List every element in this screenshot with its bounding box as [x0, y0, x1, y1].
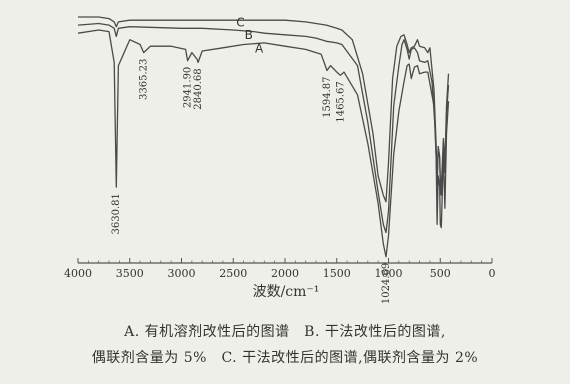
curve-label-a: A	[255, 42, 264, 56]
caption-line-2: 偶联剂含量为 5% C. 干法改性后的图谱,偶联剂含量为 2%	[91, 350, 479, 366]
x-tick-label-500: 500	[430, 267, 451, 280]
peak-label: 2941.90	[183, 67, 194, 108]
peak-label: 2840.68	[193, 68, 204, 109]
peak-label: 3365.23	[139, 59, 150, 100]
peak-label: 1594.87	[322, 77, 333, 118]
x-tick-label-2000: 2000	[271, 267, 299, 280]
x-tick-label-3500: 3500	[116, 267, 144, 280]
x-tick-label-1500: 1500	[323, 267, 351, 280]
x-axis-label: 波数/cm⁻¹	[253, 284, 320, 300]
x-tick-label-4000: 4000	[64, 267, 92, 280]
x-tick-label-2500: 2500	[219, 267, 247, 280]
x-tick-label-0: 0	[489, 267, 496, 280]
ir-spectrum-chart: 3630.81 3365.23 2941.90 2840.68 1594.87 1465.…	[64, 15, 496, 305]
spectrum-curve-c	[78, 16, 450, 203]
x-axis: 4000 3500 3000 2500 2000 1500 1000 500 0	[64, 258, 496, 280]
curve-labels: ABC	[236, 15, 264, 55]
peak-label: 1465.67	[335, 81, 346, 122]
curve-label-c: C	[236, 15, 244, 29]
peak-labels: 3630.81 3365.23 2941.90 2840.68 1594.87 1465.…	[111, 59, 392, 305]
x-tick-label-3000: 3000	[168, 267, 196, 280]
curve-label-b: B	[245, 28, 253, 42]
spectrum-curve-a	[77, 29, 450, 258]
x-tick-label-1000: 1000	[375, 267, 403, 280]
spectrum-curves	[77, 16, 450, 258]
peak-label: 3630.81	[111, 193, 122, 234]
spectrum-curve-b	[77, 22, 450, 234]
caption-line-1: A. 有机溶剂改性后的图谱 B. 干法改性后的图谱,	[124, 324, 446, 340]
peak-label: 1024.69	[381, 263, 392, 304]
